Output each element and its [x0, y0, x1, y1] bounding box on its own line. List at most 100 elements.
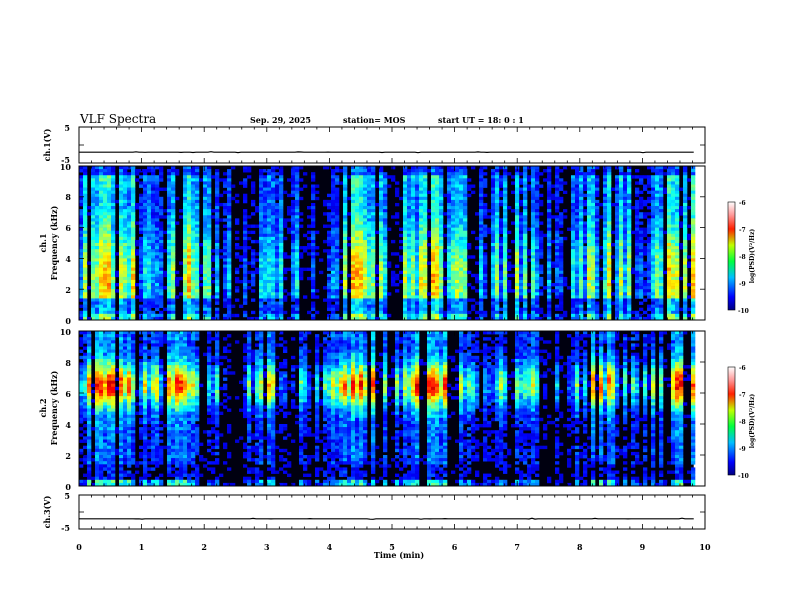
spectrogram-cell [563, 209, 568, 213]
spectrogram-cell [207, 289, 212, 293]
spectrogram-cell [195, 243, 200, 247]
spectrogram-cell [627, 199, 632, 204]
spectrogram-cell [99, 206, 104, 210]
spectrogram-cell [259, 199, 264, 204]
spectrogram-cell [595, 292, 600, 296]
spectrogram-cell [535, 166, 540, 170]
spectrogram-cell [227, 298, 232, 302]
spectrogram-cell [335, 276, 340, 281]
spectrogram-cell [351, 236, 356, 241]
spectrogram-cell [295, 239, 300, 244]
spectrogram-cell [371, 218, 376, 222]
spectrogram-cell [615, 261, 620, 265]
spectrogram-cell [327, 212, 332, 216]
spectrogram-cell [195, 313, 200, 318]
spectrogram-cell [575, 209, 580, 213]
spectrogram-cell [603, 313, 608, 318]
spectrogram-cell [419, 196, 424, 201]
spectrogram-cell [347, 236, 352, 241]
spectrogram-cell [79, 286, 84, 290]
spectrogram-cell [103, 236, 108, 241]
spectrogram-cell [619, 181, 624, 185]
spectrogram-cell [499, 236, 504, 241]
spectrogram-cell [439, 261, 444, 265]
spectrogram-cell [143, 193, 148, 198]
spectrogram-cell [195, 239, 200, 244]
spectrogram-cell [615, 187, 620, 191]
spectrogram-cell [463, 295, 468, 299]
spectrogram-cell [207, 313, 212, 318]
spectrogram-cell [267, 270, 272, 275]
spectrogram-cell [259, 190, 264, 195]
spectrogram-cell [463, 175, 468, 179]
spectrogram-cell [459, 295, 464, 299]
spectrogram-cell [451, 258, 456, 262]
spectrogram-cell [403, 298, 408, 302]
spectrogram-cell [355, 236, 360, 241]
spectrogram-cell [383, 261, 388, 265]
spectrogram-cell [619, 209, 624, 213]
spectrogram-cell [371, 310, 376, 315]
spectrogram-cell [623, 218, 628, 222]
spectrogram-cell [167, 193, 172, 198]
spectrogram-cell [171, 196, 176, 201]
spectrogram-cell [119, 258, 124, 262]
spectrogram-cell [603, 301, 608, 305]
spectrogram-cell [187, 190, 192, 195]
spectrogram-cell [583, 212, 588, 216]
spectrogram-cell [455, 175, 460, 179]
spectrogram-cell [383, 304, 388, 308]
spectrogram-cell [403, 273, 408, 278]
spectrogram-cell [379, 252, 384, 256]
spectrogram-cell [363, 270, 368, 275]
spectrogram-cell [187, 236, 192, 241]
spectrogram-cell [191, 273, 196, 278]
spectrogram-cell [123, 218, 128, 222]
spectrogram-cell [183, 181, 188, 185]
spectrogram-cell [591, 239, 596, 244]
spectrogram-cell [431, 292, 436, 296]
spectrogram-cell [499, 286, 504, 290]
spectrogram-cell [499, 298, 504, 302]
spectrogram-cell [491, 258, 496, 262]
spectrogram-cell [187, 218, 192, 222]
spectrogram-cell [107, 283, 112, 287]
spectrogram-cell [187, 221, 192, 225]
spectrogram-cell [459, 258, 464, 262]
spectrogram-cell [379, 304, 384, 308]
spectrogram-cell [419, 209, 424, 213]
spectrogram-cell [583, 221, 588, 225]
spectrogram-cell [279, 298, 284, 302]
spectrogram-cell [79, 255, 84, 259]
spectrogram-cell [267, 190, 272, 195]
spectrogram-cell [191, 202, 196, 207]
spectrogram-cell [523, 227, 528, 231]
spectrogram-cell [451, 227, 456, 231]
spectrogram-cell [203, 239, 208, 244]
spectrogram-cell [223, 276, 228, 281]
spectrogram-cell [195, 233, 200, 238]
spectrogram-cell [167, 178, 172, 182]
spectrogram-cell [435, 270, 440, 275]
spectrogram-cell [147, 224, 152, 228]
spectrogram-cell [191, 276, 196, 281]
spectrogram-cell [615, 199, 620, 204]
spectrogram-cell [151, 264, 156, 268]
spectrogram-cell [515, 261, 520, 265]
spectrogram-cell [523, 261, 528, 265]
spectrogram-cell [351, 202, 356, 207]
spectrogram-cell [403, 258, 408, 262]
spectrogram-cell [167, 218, 172, 222]
spectrogram-cell [147, 295, 152, 299]
spectrogram-cell [579, 199, 584, 204]
spectrogram-cell [335, 227, 340, 231]
spectrogram-cell [367, 230, 372, 235]
spectrogram-cell [411, 239, 416, 244]
spectrogram-cell [615, 233, 620, 238]
spectrogram-cell [335, 258, 340, 262]
spectrogram-cell [323, 239, 328, 244]
spectrogram-cell [571, 215, 576, 219]
spectrogram-cell [355, 199, 360, 204]
spectrogram-cell [623, 206, 628, 210]
spectrogram-cell [535, 267, 540, 272]
